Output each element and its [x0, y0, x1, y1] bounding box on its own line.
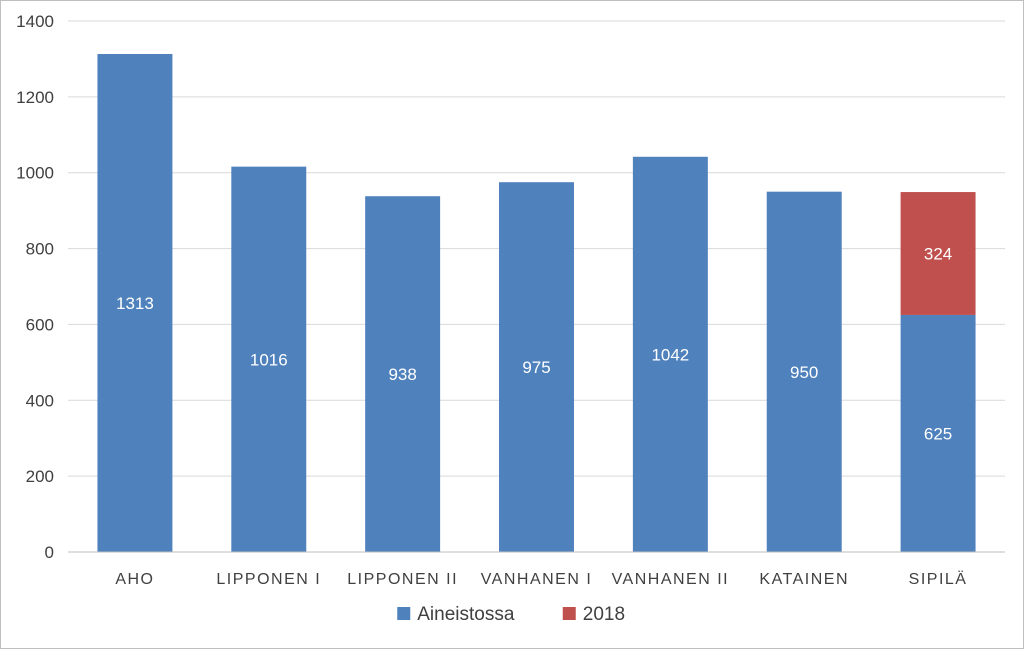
- x-category-label: LIPPONEN II: [347, 571, 458, 588]
- bar-aineistossa-3: [499, 182, 574, 553]
- y-tick-label: 800: [26, 240, 54, 259]
- x-category-label: AHO: [115, 571, 154, 588]
- bar-aineistossa-5: [766, 191, 842, 552]
- bar-aineistossa-0: [97, 53, 173, 552]
- bar-aineistossa-2: [365, 196, 441, 553]
- x-category-label: VANHANEN II: [612, 571, 730, 588]
- x-category-label: VANHANEN I: [481, 571, 593, 588]
- x-axis-category-labels: AHO LIPPONEN I LIPPONEN II VANHANEN I VANHAN…: [115, 570, 968, 588]
- y-tick-label: 400: [26, 391, 54, 410]
- data-label: 324: [924, 245, 952, 264]
- legend-label: Aineistossa: [417, 604, 515, 625]
- bar-aineistossa-1: [231, 166, 307, 552]
- bar-aineistossa-4: [632, 156, 708, 552]
- legend-swatch: [397, 607, 411, 620]
- y-tick-label: 1200: [16, 88, 54, 107]
- y-axis-tick-labels: 0 200 400 600 800 1000 1200 1400: [16, 12, 54, 562]
- legend-label: 2018: [583, 604, 625, 625]
- x-category-label: KATAINEN: [759, 571, 849, 588]
- data-label: 1016: [250, 350, 288, 369]
- bar-2018-6: [900, 192, 976, 315]
- y-tick-label: 0: [45, 543, 54, 562]
- x-category-label: LIPPONEN I: [216, 571, 321, 588]
- legend: Aineistossa 2018: [397, 604, 625, 625]
- y-tick-label: 600: [26, 315, 54, 334]
- bar-aineistossa-6: [900, 314, 976, 552]
- data-label: 1042: [651, 345, 689, 364]
- y-tick-label: 1400: [16, 12, 54, 31]
- y-tick-label: 1000: [16, 164, 54, 183]
- data-label: 1313: [116, 294, 154, 313]
- data-label: 975: [522, 358, 550, 377]
- data-label: 950: [790, 363, 818, 382]
- x-category-label: SIPILÄ: [909, 570, 968, 588]
- legend-swatch: [562, 607, 576, 620]
- bars: [97, 53, 976, 553]
- data-label: 938: [388, 365, 416, 384]
- y-tick-label: 200: [26, 467, 54, 486]
- data-labels: 1313 1016 938 975 1042 950 625 324: [116, 245, 952, 444]
- data-label: 625: [924, 424, 952, 443]
